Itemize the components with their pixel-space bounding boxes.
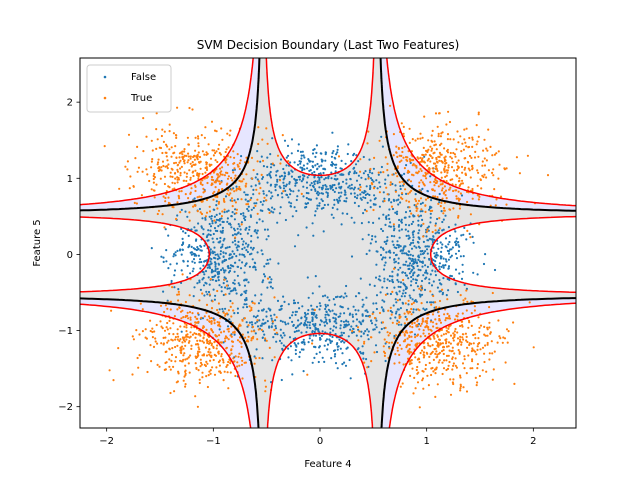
y-tick-label: −2 — [58, 402, 73, 413]
legend-label-false: False — [131, 72, 156, 83]
y-tick-label: 0 — [67, 250, 73, 261]
legend: False True — [86, 64, 172, 113]
scatter-points — [103, 104, 550, 409]
legend-marker-false — [103, 75, 107, 79]
legend-box — [86, 64, 172, 113]
x-axis-title: Feature 4 — [304, 459, 351, 470]
series-true-points — [103, 104, 550, 409]
negative-margin-line — [80, 58, 576, 428]
positive-margin-line — [80, 58, 576, 428]
y-tick-label: 2 — [67, 98, 73, 109]
x-tick-label: −1 — [206, 436, 221, 447]
positive-margin-region — [80, 58, 576, 428]
x-tick-label: 1 — [423, 436, 429, 447]
chart-title: SVM Decision Boundary (Last Two Features… — [197, 38, 460, 52]
decision-contours — [80, 58, 576, 428]
y-tick-label: −1 — [58, 326, 73, 337]
decision-boundary-line — [80, 58, 576, 428]
x-tick-label: 2 — [530, 436, 536, 447]
series-false-points — [150, 131, 497, 384]
x-tick-label: −2 — [99, 436, 114, 447]
margin-regions — [80, 58, 576, 428]
y-axis-title: Feature 5 — [32, 219, 43, 266]
y-tick-label: 1 — [67, 174, 73, 185]
x-tick-label: 0 — [317, 436, 323, 447]
axes: −2 −1 0 1 2 −2 −1 0 1 2 — [58, 98, 536, 447]
legend-marker-true — [103, 96, 107, 100]
plot-frame — [79, 57, 577, 429]
legend-label-true: True — [130, 93, 152, 104]
